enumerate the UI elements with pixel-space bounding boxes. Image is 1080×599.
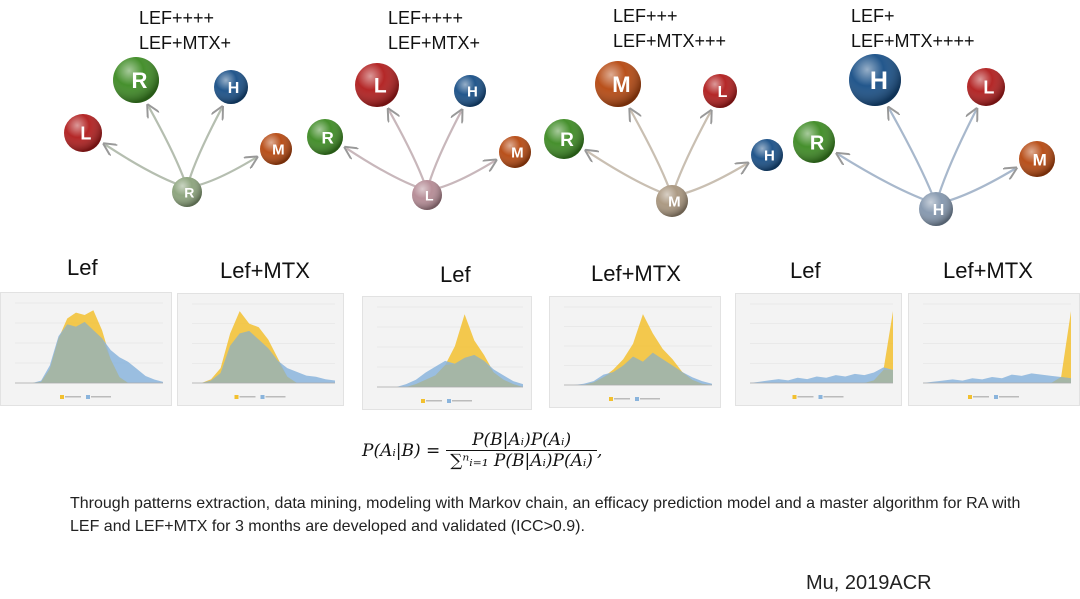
markov-diagram: L R H M R R L H M L R M L H M R H L M H	[64, 54, 1055, 226]
panel-label-4: Lef+MTX	[591, 261, 681, 286]
state-ball-2-2: L	[355, 63, 399, 107]
state-ball-2-4: M	[499, 136, 531, 168]
state-ball-1-1: L	[64, 114, 102, 152]
state-ball-2-1-letter: R	[322, 128, 334, 147]
histogram-2	[177, 293, 344, 406]
state-ball-1-1-letter: L	[80, 124, 91, 144]
series-yellow-area	[750, 311, 893, 383]
citation-credit: Mu, 2019ACR	[806, 572, 932, 594]
state-ball-1-4-letter: M	[272, 142, 285, 159]
panel-label-6: Lef+MTX	[943, 258, 1033, 283]
state-ball-3-2: M	[595, 61, 641, 107]
group-4-label: LEF+ LEF+MTX++++	[851, 6, 975, 51]
state-ball-4-2: H	[849, 54, 901, 106]
series-overlap-area	[750, 369, 893, 383]
legend-swatch-blue	[260, 395, 265, 399]
group-3-label: LEF+++ LEF+MTX+++	[613, 6, 727, 51]
histogram-6	[908, 293, 1080, 406]
legend-swatch-yellow	[60, 395, 64, 399]
transition-arrow-1-1	[105, 145, 188, 189]
legend-swatch-blue	[447, 399, 451, 403]
state-ball-3-3-letter: L	[718, 84, 728, 101]
panel-label-5: Lef	[790, 258, 821, 283]
state-ball-4-1: R	[793, 121, 835, 163]
state-ball-3-4-letter: H	[764, 148, 775, 165]
source-state-2-letter: L	[425, 187, 434, 203]
source-state-1-letter: R	[184, 184, 194, 200]
transition-arrow-4-1	[838, 154, 937, 205]
formula-denominator: ∑ⁿᵢ₌₁ P(B|Aᵢ)P(Aᵢ)	[450, 451, 593, 471]
histogram-3	[362, 296, 532, 410]
state-ball-3-1: R	[544, 119, 584, 159]
state-ball-4-3-letter: L	[983, 78, 994, 98]
state-ball-1-2-letter: R	[132, 68, 148, 93]
state-ball-4-4: M	[1019, 141, 1055, 177]
series-overlap-area	[192, 330, 335, 383]
transition-arrow-2-2	[389, 110, 429, 191]
state-ball-2-4-letter: M	[511, 145, 524, 162]
transition-arrow-1-3	[185, 108, 222, 188]
transition-arrow-4-2	[889, 109, 938, 205]
formula-lhs: P(Aᵢ|B) =	[362, 440, 441, 461]
source-state-4-letter: H	[933, 202, 945, 219]
transition-arrow-2-1	[346, 148, 428, 192]
legend-swatch-blue	[635, 397, 639, 401]
panel-label-2: Lef+MTX	[220, 258, 310, 283]
series-overlap-area	[564, 352, 712, 385]
group-1-label: LEF++++ LEF+MTX+	[139, 8, 232, 53]
series-overlap-area	[923, 377, 1071, 383]
series-overlap-area	[15, 322, 163, 383]
source-state-1: R	[172, 177, 202, 207]
state-ball-1-4: M	[260, 133, 292, 165]
formula-trail: ,	[596, 440, 603, 461]
panel-label-1: Lef	[67, 255, 98, 280]
transition-arrow-3-1	[587, 151, 673, 198]
caption-text: Through patterns extraction, data mining…	[70, 495, 1021, 535]
state-ball-4-1-letter: R	[810, 132, 825, 154]
bayes-formula: P(Aᵢ|B) = P(B|Aᵢ)P(Aᵢ) ∑ⁿᵢ₌₁ P(B|Aᵢ)P(Aᵢ…	[362, 430, 602, 471]
legend-swatch-blue	[818, 395, 823, 399]
series-blue-area	[750, 367, 893, 383]
state-ball-3-2-letter: M	[612, 72, 630, 97]
source-state-3-letter: M	[668, 194, 681, 211]
histogram-4	[549, 296, 721, 408]
histogram-1	[0, 292, 172, 406]
group-2-label: LEF++++ LEF+MTX+	[388, 8, 481, 53]
state-ball-2-3-letter: H	[467, 84, 478, 101]
histogram-5	[735, 293, 902, 406]
transition-arrow-4-3	[934, 110, 976, 205]
state-ball-4-2-letter: H	[870, 67, 888, 95]
state-ball-2-3: H	[454, 75, 486, 107]
state-ball-4-4-letter: M	[1033, 150, 1047, 169]
legend-swatch-yellow	[421, 399, 425, 403]
series-yellow-area	[923, 311, 1071, 383]
legend-swatch-yellow	[968, 395, 972, 399]
transition-arrow-3-2	[631, 110, 674, 197]
state-ball-1-3: H	[214, 70, 248, 104]
legend-swatch-blue	[994, 395, 998, 399]
legend-swatch-yellow	[792, 395, 797, 399]
series-overlap-area	[377, 355, 523, 387]
transition-arrow-2-3	[425, 111, 461, 191]
series-blue-area	[923, 373, 1071, 383]
state-ball-3-3: L	[703, 74, 737, 108]
state-ball-1-3-letter: H	[228, 80, 240, 97]
legend-swatch-yellow	[609, 397, 613, 401]
source-state-2: L	[412, 180, 442, 210]
state-ball-4-3: L	[967, 68, 1005, 106]
source-state-4: H	[919, 192, 953, 226]
source-state-3: M	[656, 185, 688, 217]
transition-arrow-3-3	[670, 112, 710, 197]
transition-arrow-1-2	[148, 106, 189, 188]
legend-swatch-yellow	[234, 395, 239, 399]
legend-swatch-blue	[86, 395, 90, 399]
state-ball-3-4: H	[751, 139, 783, 171]
state-ball-1-2: R	[113, 57, 159, 103]
panel-label-3: Lef	[440, 262, 471, 287]
formula-numerator: P(B|Aᵢ)P(Aᵢ)	[472, 430, 572, 450]
state-ball-2-2-letter: L	[374, 75, 387, 98]
state-ball-3-1-letter: R	[560, 130, 574, 151]
state-ball-2-1: R	[307, 119, 343, 155]
